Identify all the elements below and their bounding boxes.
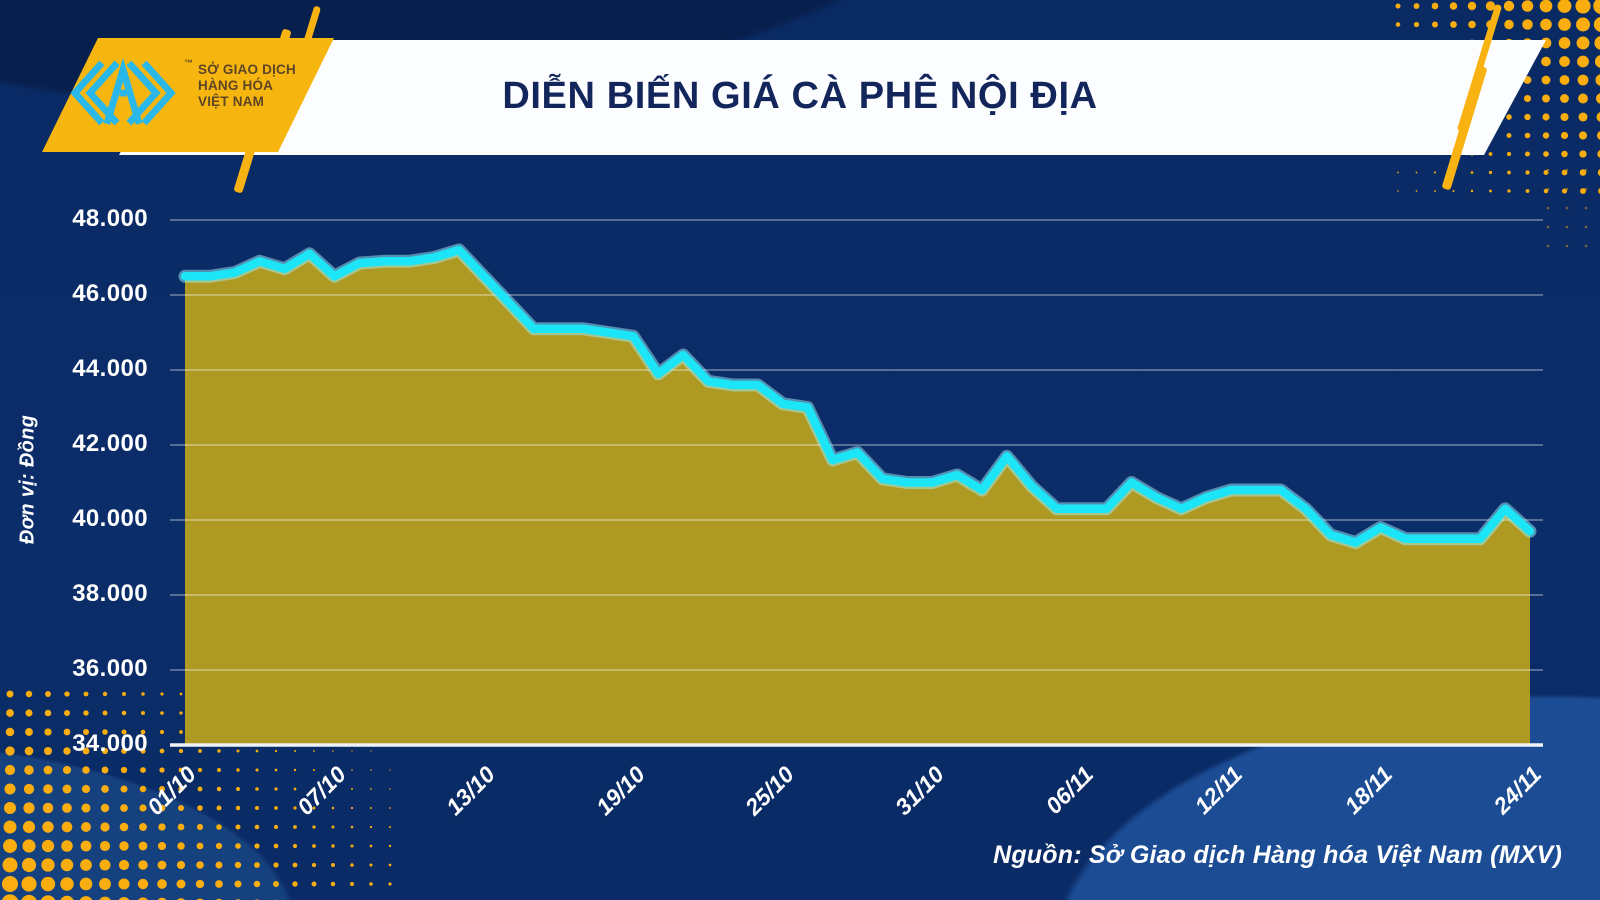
halftone-grid xyxy=(1546,168,1588,248)
y-axis-tick-label: 48.000 xyxy=(72,205,148,232)
logo-text-line2: HÀNG HÓA xyxy=(198,78,274,93)
y-axis-title: Đơn vị: Đồng xyxy=(16,414,39,545)
mxv-logo-icon xyxy=(70,59,176,126)
y-axis-tick-label: 36.000 xyxy=(72,655,148,682)
title-banner: DIỄN BIẾN GIÁ CÀ PHÊ NỘI ĐỊA xyxy=(119,40,1546,155)
source-note: Nguồn: Sở Giao dịch Hàng hóa Việt Nam (M… xyxy=(993,841,1562,869)
y-axis-tick-label: 38.000 xyxy=(72,580,148,607)
trademark-symbol: ™ xyxy=(184,58,193,68)
y-axis-tick-label: 46.000 xyxy=(72,280,148,307)
halftone-grid xyxy=(1,690,392,900)
logo-text-line1: SỞ GIAO DỊCH xyxy=(198,62,296,77)
price-line xyxy=(180,245,1535,547)
y-axis-tick-label: 40.000 xyxy=(72,505,148,532)
page-title: DIỄN BIẾN GIÁ CÀ PHÊ NỘI ĐỊA xyxy=(502,75,1098,117)
y-axis-tick-label: 42.000 xyxy=(72,430,148,457)
mxv-logo-plate: ™ SỞ GIAO DỊCH HÀNG HÓA VIỆT NAM xyxy=(42,38,334,152)
y-axis-tick-label: 34.000 xyxy=(72,730,148,757)
y-axis-tick-label: 44.000 xyxy=(72,355,148,382)
mxv-logo-text: SỞ GIAO DỊCH HÀNG HÓA VIỆT NAM xyxy=(198,62,296,110)
logo-text-line3: VIỆT NAM xyxy=(198,94,265,109)
price-area-fill xyxy=(185,250,1530,745)
